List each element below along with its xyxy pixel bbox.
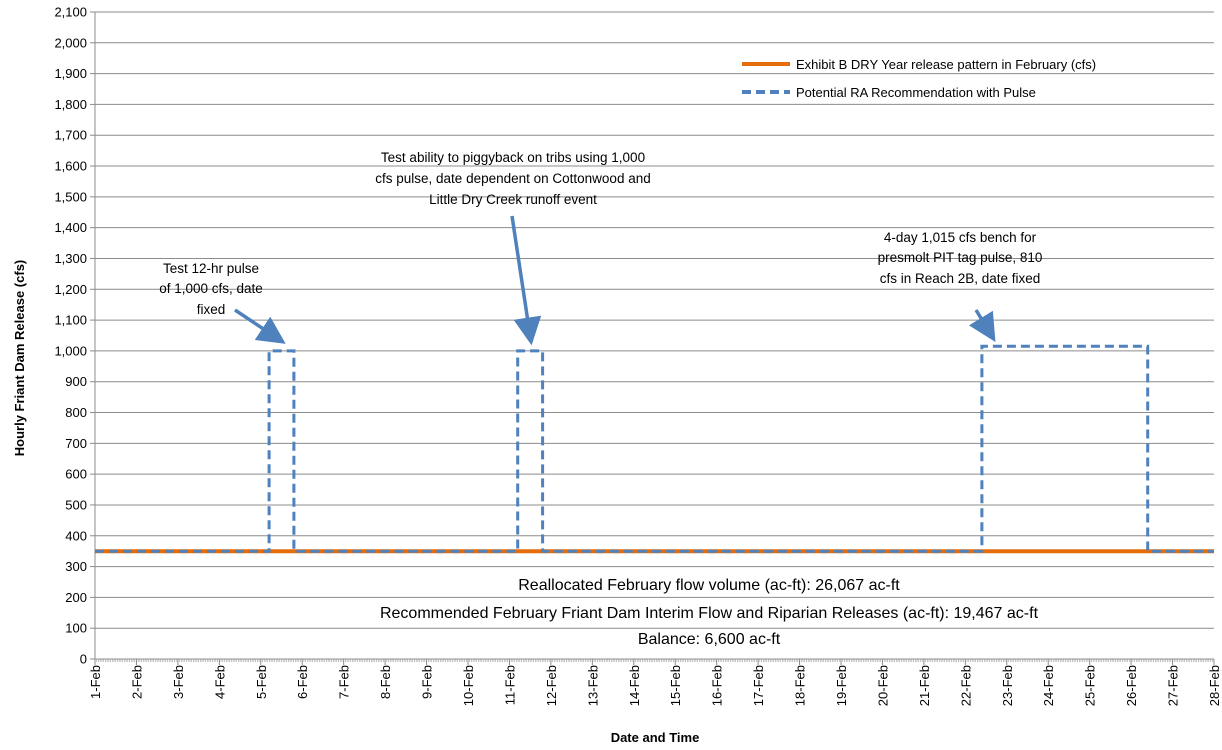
- annotation-text-line: Little Dry Creek runoff event: [429, 192, 597, 207]
- y-tick-label: 300: [65, 559, 87, 574]
- annotation-text-line: 4-day 1,015 cfs bench for: [884, 230, 1037, 245]
- y-tick-label: 1,100: [54, 313, 87, 328]
- x-tick-label: 10-Feb: [461, 665, 476, 706]
- annotation-text-line: cfs pulse, date dependent on Cottonwood …: [375, 171, 650, 186]
- x-tick-label: 24-Feb: [1041, 665, 1056, 706]
- series-lines: [95, 344, 1214, 554]
- x-tick-label: 23-Feb: [1000, 665, 1015, 706]
- gridlines: [95, 11, 1214, 629]
- x-tick-label: 19-Feb: [834, 665, 849, 706]
- annotation-text-line: Test ability to piggyback on tribs using…: [381, 150, 645, 165]
- x-axis-title: Date and Time: [611, 730, 700, 745]
- annotation-text-line: presmolt PIT tag pulse, 810: [878, 250, 1043, 265]
- legend: Exhibit B DRY Year release pattern in Fe…: [742, 57, 1096, 100]
- y-tick-label: 200: [65, 590, 87, 605]
- arrow-12hr-pulse: [234, 308, 286, 344]
- axes: [90, 11, 1215, 665]
- y-tick-label: 900: [65, 374, 87, 389]
- x-tick-label: 11-Feb: [502, 665, 517, 705]
- x-tick-label: 14-Feb: [627, 665, 642, 706]
- y-tick-label: 2,100: [54, 5, 87, 20]
- series-line-potential-ra: [95, 344, 1214, 553]
- x-tick-label: 26-Feb: [1124, 665, 1139, 706]
- note-balance: Balance: 6,600 ac-ft: [638, 631, 781, 648]
- y-tick-label: 100: [65, 621, 87, 636]
- arrow-4day-bench: [968, 309, 996, 342]
- x-tick-label: 17-Feb: [751, 665, 766, 706]
- x-tick-label: 7-Feb: [337, 665, 352, 699]
- annotation-12hr-pulse: Test 12-hr pulse of 1,000 cfs, date fixe…: [159, 261, 263, 317]
- x-tick-label: 16-Feb: [710, 665, 725, 706]
- note-reallocated-volume: Reallocated February flow volume (ac-ft)…: [518, 577, 900, 594]
- note-recommended-releases: Recommended February Friant Dam Interim …: [380, 605, 1039, 622]
- y-tick-label: 1,300: [54, 251, 87, 266]
- y-tick-label: 0: [80, 652, 87, 667]
- arrow-piggyback: [510, 215, 542, 346]
- x-tick-label: 1-Feb: [88, 665, 103, 699]
- y-tick-label: 1,000: [54, 343, 87, 358]
- y-tick-label: 1,500: [54, 189, 87, 204]
- x-tick-label: 25-Feb: [1083, 665, 1098, 706]
- y-tick-label: 600: [65, 467, 87, 482]
- x-tick-label: 15-Feb: [668, 665, 683, 706]
- annotation-text-line: cfs in Reach 2B, date fixed: [880, 271, 1041, 286]
- y-axis-title: Hourly Friant Dam Release (cfs): [12, 260, 27, 457]
- x-tick-label: 18-Feb: [793, 665, 808, 706]
- y-tick-label: 1,700: [54, 128, 87, 143]
- legend-label-exhibit-b: Exhibit B DRY Year release pattern in Fe…: [796, 57, 1096, 72]
- legend-label-potential-ra: Potential RA Recommendation with Pulse: [796, 85, 1036, 100]
- y-tick-label: 800: [65, 405, 87, 420]
- x-tick-label: 2-Feb: [129, 665, 144, 699]
- annotation-piggyback: Test ability to piggyback on tribs using…: [375, 150, 650, 207]
- annotation-4day-bench: 4-day 1,015 cfs bench for presmolt PIT t…: [878, 230, 1043, 286]
- y-tick-label: 1,400: [54, 220, 87, 235]
- y-tick-label: 700: [65, 436, 87, 451]
- x-tick-label: 9-Feb: [420, 665, 435, 699]
- x-tick-label: 3-Feb: [171, 665, 186, 699]
- x-tick-label: 6-Feb: [295, 665, 310, 699]
- y-tick-label: 2,000: [54, 35, 87, 50]
- x-tick-label: 5-Feb: [254, 665, 269, 699]
- x-tick-label: 21-Feb: [917, 665, 932, 706]
- annotation-text-line: Test 12-hr pulse: [163, 261, 259, 276]
- y-tick-label: 1,200: [54, 282, 87, 297]
- x-tick-label: 22-Feb: [958, 665, 973, 706]
- x-tick-labels: 1-Feb 2-Feb 3-Feb 4-Feb 5-Feb 6-Feb 7-Feb 8-Feb…: [88, 665, 1222, 706]
- x-tick-label: 13-Feb: [585, 665, 600, 706]
- y-tick-label: 1,900: [54, 66, 87, 81]
- volume-notes: Reallocated February flow volume (ac-ft)…: [380, 577, 1039, 648]
- x-tick-label: 8-Feb: [378, 665, 393, 699]
- annotation-text-line: fixed: [197, 302, 226, 317]
- annotation-arrows: [234, 215, 996, 346]
- y-tick-label: 400: [65, 528, 87, 543]
- y-tick-label: 1,800: [54, 97, 87, 112]
- y-tick-label: 1,600: [54, 159, 87, 174]
- x-tick-label: 12-Feb: [544, 665, 559, 706]
- x-tick-label: 4-Feb: [212, 665, 227, 699]
- annotation-text-line: of 1,000 cfs, date: [159, 281, 263, 296]
- x-tick-label: 20-Feb: [875, 665, 890, 706]
- x-tick-label: 28-Feb: [1207, 665, 1222, 706]
- y-tick-label: 500: [65, 497, 87, 512]
- y-tick-labels: 0 100 200 300 400 500 600 700 800 900 1,000 1,100 1,…: [54, 5, 87, 667]
- x-tick-label: 27-Feb: [1166, 665, 1181, 706]
